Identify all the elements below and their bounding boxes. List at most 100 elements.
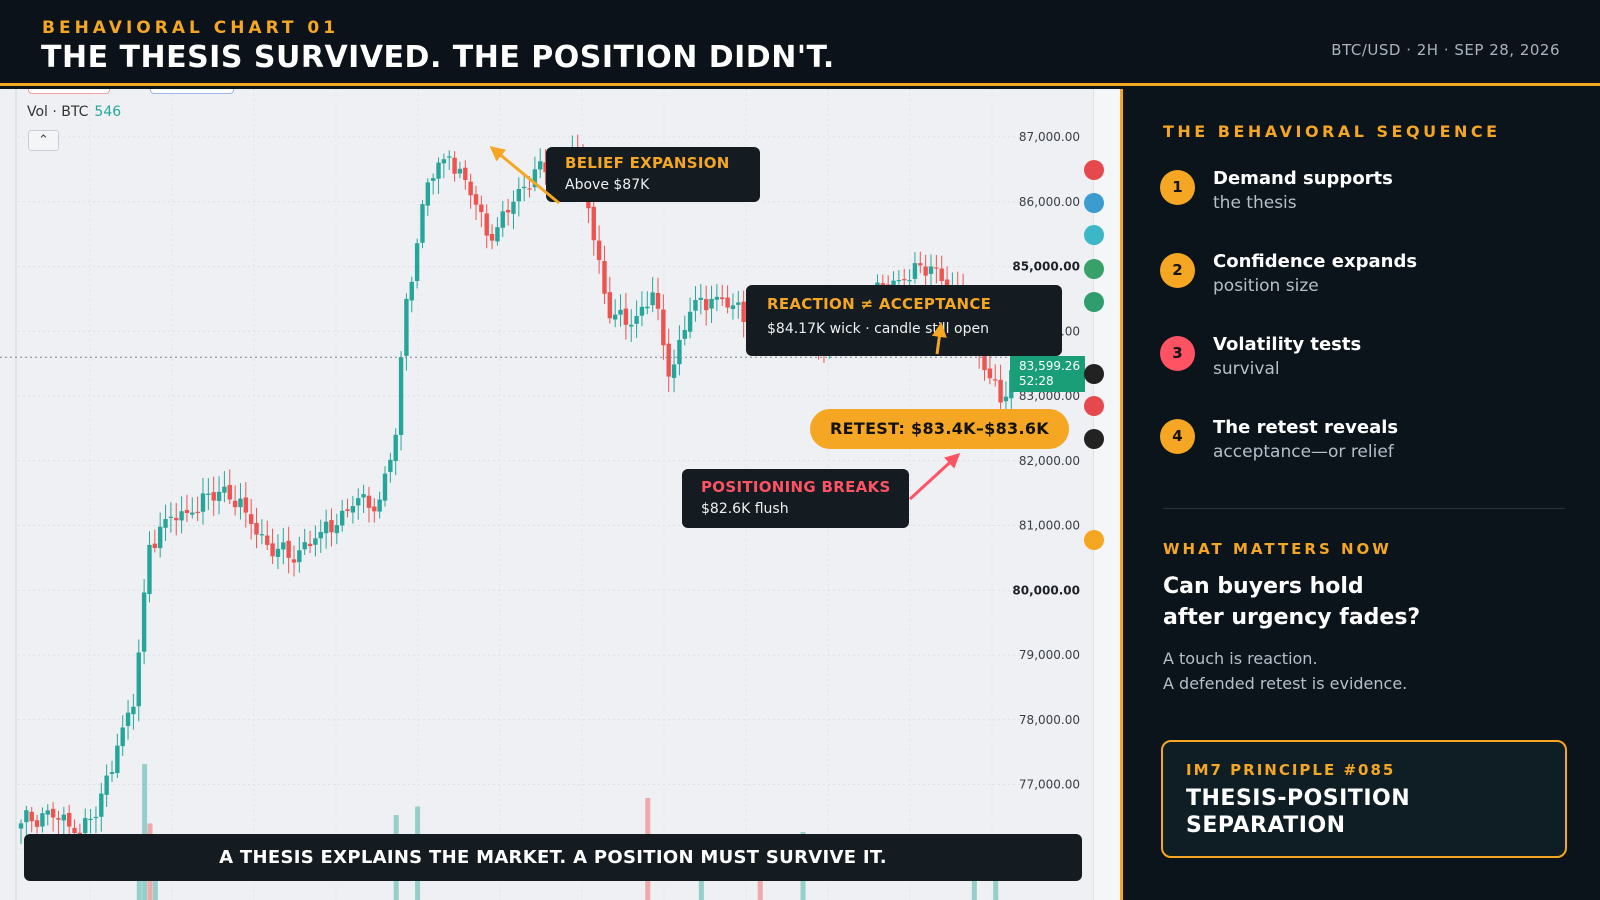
strip-icon-dark[interactable] — [1084, 364, 1104, 384]
candle-body — [607, 292, 613, 319]
candle-body — [452, 157, 457, 174]
candle-body — [152, 543, 158, 548]
toolbar-stub-left[interactable] — [28, 89, 110, 94]
candle-body — [136, 652, 141, 707]
step-subtitle: position size — [1213, 276, 1319, 296]
candle-body — [441, 159, 447, 164]
candle-body — [29, 811, 34, 822]
last-price: 83,599.26 — [1019, 359, 1081, 373]
candle-body — [596, 240, 602, 261]
volume-bar — [698, 866, 704, 900]
candle-body — [168, 516, 174, 518]
candle-body — [356, 498, 361, 506]
volume-label: Vol · BTC — [27, 104, 89, 120]
strip-icon-blue[interactable] — [1084, 193, 1104, 213]
step-title: The retest reveals — [1213, 417, 1399, 438]
candle-body — [345, 509, 350, 511]
candle-body — [398, 357, 404, 435]
step-title: Volatility tests — [1213, 334, 1362, 355]
sidebar: THE BEHAVIORAL SEQUENCE 1 Demand support… — [1120, 89, 1600, 900]
candle-body — [248, 514, 254, 525]
price-axis-tick: 81,000.00 — [1019, 519, 1080, 533]
collapse-button[interactable]: ⌃ — [28, 130, 59, 151]
candle-body — [388, 459, 393, 473]
candle-body — [302, 542, 307, 550]
candle-body — [473, 194, 479, 205]
candle-body — [404, 298, 409, 356]
candle-body — [714, 296, 720, 300]
chart-area[interactable]: 87,000.0086,000.0085,000.0084,000.0083,0… — [0, 89, 1120, 900]
candle-body — [516, 188, 522, 202]
candle-body — [195, 511, 200, 513]
candle-body — [125, 712, 131, 727]
candle-body — [463, 167, 468, 181]
reaction-note: REACTION ≠ ACCEPTANCE $84.17K wick · can… — [746, 285, 1062, 356]
candle-body — [270, 543, 275, 557]
candle-body — [650, 292, 655, 306]
page-title: THE THESIS SURVIVED. THE POSITION DIDN'T… — [41, 40, 835, 75]
candle-countdown: 52:28 — [1019, 374, 1054, 388]
candle-body — [934, 267, 939, 269]
candle-body — [115, 745, 120, 774]
candle-body — [720, 297, 725, 300]
candle-body — [538, 161, 543, 170]
candle-body — [896, 280, 902, 282]
candle-body — [591, 206, 596, 241]
candle-body — [141, 592, 147, 652]
reaction-note-sub: $84.17K wick · candle still open — [767, 321, 989, 337]
candle-body — [709, 298, 714, 309]
candle-body — [157, 526, 163, 549]
strip-icon-teal[interactable] — [1084, 292, 1104, 312]
candle-body — [430, 178, 436, 181]
candle-body — [741, 301, 746, 322]
candle-body — [313, 538, 318, 545]
candle-body — [232, 500, 238, 508]
candle-body — [521, 186, 527, 189]
candle-body — [645, 306, 650, 309]
step-title: Demand supports — [1213, 168, 1393, 189]
candle-body — [104, 775, 109, 795]
candle-body — [72, 827, 77, 834]
strip-icon-orange[interactable] — [1084, 530, 1104, 550]
candle-body — [243, 497, 249, 513]
candle-body — [18, 823, 24, 829]
candle-body — [698, 297, 704, 300]
candle-body — [468, 181, 473, 196]
candle-body — [190, 512, 195, 515]
strip-icon-red2[interactable] — [1084, 396, 1104, 416]
thesis-banner: A THESIS EXPLAINS THE MARKET. A POSITION… — [24, 834, 1082, 881]
strip-icon-dark2[interactable] — [1084, 429, 1104, 449]
candle-body — [629, 324, 634, 327]
toolbar-stub-right[interactable] — [150, 89, 234, 94]
step-title: Confidence expands — [1213, 251, 1418, 272]
chart-kicker: BEHAVIORAL CHART 01 — [42, 18, 340, 38]
strip-icon-green[interactable] — [1084, 259, 1104, 279]
candle-body — [623, 308, 629, 325]
price-axis-tick: 79,000.00 — [1019, 648, 1080, 662]
candle-body — [907, 280, 912, 282]
step-subtitle: acceptance—or relief — [1213, 442, 1394, 462]
candle-body — [184, 509, 190, 514]
step-number-badge: 4 — [1160, 419, 1195, 454]
candle-body — [923, 266, 928, 276]
candle-body — [527, 188, 532, 190]
price-axis-tick: 83,000.00 — [1019, 389, 1080, 403]
candle-body — [50, 808, 56, 818]
candle-body — [939, 268, 944, 281]
positioning-breaks-note: POSITIONING BREAKS $82.6K flush — [682, 469, 909, 528]
last-price-badge: 83,599.26 52:28 — [1010, 356, 1085, 392]
candle-body — [736, 302, 741, 305]
candle-body — [634, 316, 639, 324]
candle-body — [88, 818, 93, 821]
header: BEHAVIORAL CHART 01 THE THESIS SURVIVED.… — [0, 0, 1600, 86]
price-chart[interactable]: 87,000.0086,000.0085,000.0084,000.0083,0… — [0, 89, 1120, 900]
principle-line-2: SEPARATION — [1186, 813, 1346, 838]
candle-body — [291, 559, 297, 563]
candle-body — [147, 544, 152, 595]
strip-icon-cyan[interactable] — [1084, 225, 1104, 245]
strip-icon-red[interactable] — [1084, 160, 1104, 180]
candle-body — [265, 535, 270, 545]
key-question: Can buyers hold after urgency fades? — [1163, 571, 1563, 633]
candle-body — [83, 818, 88, 834]
candle-body — [987, 368, 993, 379]
